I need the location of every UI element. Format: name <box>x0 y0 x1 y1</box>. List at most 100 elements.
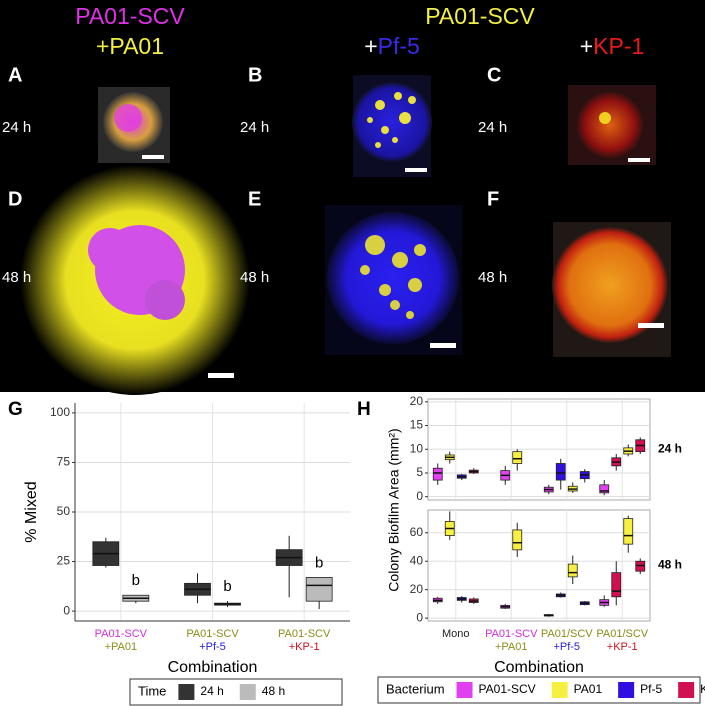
annotation: b <box>315 554 323 571</box>
x-tick-label-line: +Pf-5 <box>199 641 226 653</box>
x-tick-label-line: +Pf-5 <box>553 641 580 653</box>
x-tick-label-line: +PA01 <box>105 641 138 653</box>
x-axis-title: Combination <box>494 659 584 676</box>
x-tick-label-line: +KP-1 <box>607 641 638 653</box>
column-header: PA01-SCV <box>425 3 535 29</box>
y-tick-label: 20 <box>410 394 424 408</box>
facet-panel <box>427 509 651 622</box>
box <box>555 463 566 481</box>
legend-swatch <box>551 682 568 698</box>
y-axis-title: Colony Biofilm Area (mm²) <box>386 428 402 591</box>
x-tick-label: PA01/SCV +Pf-5 <box>541 628 593 653</box>
header-part: + <box>364 33 377 59</box>
legend-swatch <box>678 682 695 698</box>
legend-label: 48 h <box>262 684 285 698</box>
y-tick-label: 10 <box>410 441 424 455</box>
column-header: +PA01 <box>96 33 164 59</box>
x-tick-label: PA01-SCV +PA01 <box>485 628 538 653</box>
y-tick-label: 60 <box>410 525 424 539</box>
panel-letter: A <box>8 64 22 86</box>
header-part: PA01-SCV <box>425 3 535 29</box>
panel-letter: C <box>487 64 501 86</box>
facet-label: 24 h <box>658 442 682 456</box>
legend-swatch <box>456 682 473 698</box>
micrograph-b <box>352 75 432 177</box>
x-tick-label-line: PA01-SCV <box>186 628 239 640</box>
x-tick-label-line: PA01-SCV <box>95 628 148 640</box>
y-axis-title: % Mixed <box>23 481 40 542</box>
legend-box <box>377 676 701 704</box>
panel-letter: E <box>248 188 261 210</box>
column-header: +KP-1 <box>580 33 645 59</box>
time-label: 48 h <box>478 269 507 286</box>
header-part: +PA01 <box>96 33 164 59</box>
header-part: KP-1 <box>593 33 644 59</box>
x-axis-title: Combination <box>168 659 258 676</box>
box <box>611 572 622 598</box>
annotation: b <box>132 572 140 589</box>
column-header: +Pf-5 <box>364 33 420 59</box>
legend-swatch <box>239 684 256 700</box>
box <box>512 451 523 464</box>
x-tick-label-line: PA01-SCV <box>278 628 331 640</box>
header-part: + <box>580 33 593 59</box>
y-tick-label: 0 <box>63 603 70 617</box>
x-tick-label: PA01/SCV +KP-1 <box>596 628 648 653</box>
x-tick-label-line: Mono <box>442 628 470 640</box>
legend-label: 24 h <box>200 684 223 698</box>
x-tick-label: PA01-SCV +KP-1 <box>278 628 331 653</box>
x-tick-label-line: +PA01 <box>495 641 528 653</box>
micrograph-f <box>552 222 671 357</box>
panel-letter: B <box>248 64 262 86</box>
legend-title: Bacterium <box>386 681 445 696</box>
box <box>512 529 523 551</box>
micrograph-c <box>568 85 656 165</box>
time-label: 24 h <box>240 119 269 136</box>
y-tick-label: 15 <box>410 418 424 432</box>
header-part: PA01-SCV <box>75 3 185 29</box>
x-tick-label-line: PA01-SCV <box>485 628 538 640</box>
time-label: 24 h <box>478 119 507 136</box>
y-tick-label: 0 <box>416 489 423 503</box>
box <box>432 467 443 481</box>
legend-title: Time <box>138 683 166 698</box>
legend-swatch <box>618 682 635 698</box>
header-part: Pf-5 <box>378 33 420 59</box>
legend-label: KP-1 <box>700 682 705 696</box>
y-tick-label: 50 <box>57 504 71 518</box>
box <box>599 484 610 494</box>
annotation: b <box>223 578 231 595</box>
panel-letter: D <box>8 188 22 210</box>
time-label: 48 h <box>240 269 269 286</box>
micrograph-d <box>20 165 250 395</box>
x-tick-label: PA01-SCV +PA01 <box>95 628 148 653</box>
facet-label: 48 h <box>658 558 682 572</box>
legend-label: Pf-5 <box>640 682 662 696</box>
x-tick-label: Mono <box>442 628 470 640</box>
legend-label: PA01 <box>574 682 603 696</box>
box <box>623 518 634 545</box>
micrograph-e <box>325 205 462 355</box>
legend-box <box>129 678 343 706</box>
x-tick-label-line: PA01/SCV <box>541 628 593 640</box>
legend-swatch <box>178 684 195 700</box>
y-tick-label: 25 <box>57 554 71 568</box>
y-tick-label: 5 <box>416 465 423 479</box>
x-tick-label-line: +KP-1 <box>289 641 320 653</box>
legend-label: PA01-SCV <box>479 682 536 696</box>
micrograph-a <box>98 87 170 163</box>
y-tick-label: 20 <box>410 582 424 596</box>
column-header: PA01-SCV <box>75 3 185 29</box>
panel-letter: G <box>8 399 23 420</box>
x-tick-label: PA01-SCV +Pf-5 <box>186 628 239 653</box>
panel-letter: F <box>487 188 499 210</box>
time-label: 24 h <box>2 119 31 136</box>
y-tick-label: 75 <box>57 455 71 469</box>
y-tick-label: 0 <box>416 610 423 624</box>
y-tick-label: 100 <box>50 405 70 419</box>
box <box>305 577 333 602</box>
y-tick-label: 40 <box>410 553 424 567</box>
x-tick-label-line: PA01/SCV <box>596 628 648 640</box>
